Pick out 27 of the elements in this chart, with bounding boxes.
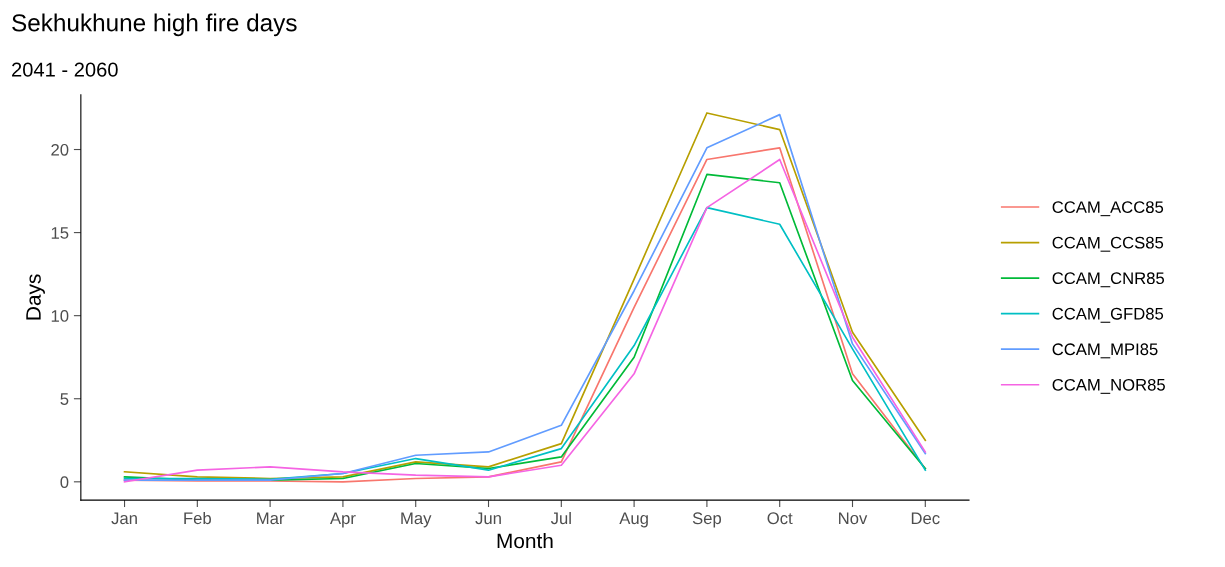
x-tick-label: Oct <box>767 512 793 525</box>
y-tick-label: 0 <box>60 476 69 489</box>
x-tick-label: Mar <box>257 512 285 525</box>
x-tick-label: Jun <box>475 512 501 525</box>
x-tick-label: Sep <box>692 512 722 528</box>
x-tick-label: Apr <box>329 512 356 528</box>
y-tick-label: 5 <box>60 393 69 405</box>
y-tick-label: 10 <box>51 310 69 322</box>
legend-label: CCAM_CNR85 <box>1052 272 1165 288</box>
legend-label: CCAM_ACC85 <box>1052 201 1164 217</box>
x-tick-label: Nov <box>839 512 868 525</box>
legend-label: CCAM_GFD85 <box>1052 307 1164 323</box>
x-tick-label: Jan <box>111 512 137 525</box>
y-axis-title: Days <box>26 274 45 320</box>
chart-subtitle: 2041 - 2060 <box>12 62 118 77</box>
x-tick-label: Jul <box>550 511 571 525</box>
x-tick-label: Feb <box>184 511 211 525</box>
x-axis-title: Month <box>497 532 553 549</box>
legend-label: CCAM_NOR85 <box>1052 378 1165 394</box>
y-tick-label: 20 <box>51 143 69 156</box>
y-tick-label: 15 <box>51 227 69 239</box>
x-tick-label: May <box>401 512 432 528</box>
legend-label: CCAM_CCS85 <box>1052 236 1164 252</box>
x-tick-label: Dec <box>911 512 940 525</box>
chart-title: Sekhukhune high fire days <box>12 13 297 37</box>
x-tick-label: Aug <box>619 512 648 528</box>
legend-label: CCAM_MPI85 <box>1052 343 1158 359</box>
